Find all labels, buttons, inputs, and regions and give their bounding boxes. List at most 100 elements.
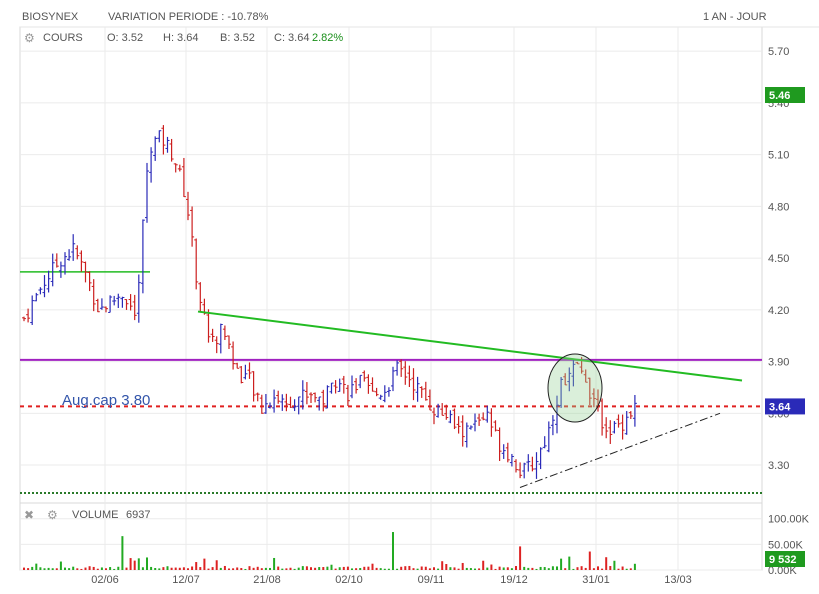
volume-bar (478, 568, 481, 570)
volume-bar (273, 557, 276, 570)
volume-bar (146, 557, 148, 570)
volume-bar (23, 567, 25, 570)
volume-bar (191, 566, 194, 570)
close-icon[interactable]: ✖ (24, 508, 35, 522)
volume-bar (150, 566, 153, 570)
volume-bar (351, 568, 353, 570)
gear-icon[interactable]: ⚙ (24, 31, 35, 45)
volume-bar (482, 560, 485, 570)
volume-bar (211, 567, 214, 570)
volume-bar (109, 567, 112, 570)
volume-bar (527, 567, 530, 570)
price-tick-label: 5.10 (768, 150, 789, 162)
volume-bar (523, 566, 526, 570)
volume-bar (519, 546, 522, 570)
volume-bar (100, 567, 103, 570)
low-value: B: 3.52 (220, 32, 255, 44)
x-tick-label: 31/01 (582, 574, 610, 586)
volume-bar (125, 567, 128, 570)
volume-bar (76, 568, 79, 570)
last-volume-tag-bg (765, 551, 805, 567)
price-tick-label: 4.80 (768, 201, 789, 213)
volume-bar (461, 562, 464, 570)
volume-bar (174, 567, 177, 570)
volume-bar (215, 560, 218, 570)
volume-bar (400, 566, 403, 570)
last-price-tag: 3.64 (769, 401, 791, 413)
grid-lines (20, 27, 762, 571)
volume-bar (59, 561, 62, 570)
volume-bar (154, 568, 157, 570)
volume-bar (314, 567, 317, 570)
volume-bar (379, 568, 382, 570)
volume-bar (72, 566, 75, 570)
cap-annotation: Aug.cap 3.80 (62, 392, 150, 409)
volume-bar (490, 564, 493, 570)
volume-bar (375, 567, 378, 570)
volume-bar (556, 566, 558, 570)
volume-bar (203, 558, 206, 570)
volume-bar (170, 567, 173, 570)
period-label[interactable]: 1 AN - JOUR (703, 11, 767, 23)
volume-value: 6937 (126, 509, 151, 521)
volume-bar (629, 568, 632, 570)
volume-bar (244, 568, 247, 570)
volume-bar (199, 567, 202, 570)
volume-bar (420, 566, 423, 570)
plot-border (19, 26, 763, 571)
gear-icon[interactable]: ⚙ (47, 508, 58, 522)
volume-bar (141, 567, 144, 570)
volume-bar (187, 568, 189, 570)
volume-bar (301, 566, 304, 570)
volume-bar (416, 568, 419, 570)
volume-bar (27, 568, 30, 570)
volume-bar (363, 566, 366, 570)
volume-bar (474, 568, 476, 570)
reference-lines (20, 271, 762, 494)
volume-bar (572, 568, 575, 570)
last-price-tag-bg (765, 398, 805, 415)
volume-bar (117, 566, 120, 570)
price-tick-label: 4.50 (768, 253, 789, 265)
volume-bar (195, 562, 198, 570)
volume-bar (531, 567, 534, 570)
volume-bar (601, 568, 604, 570)
volume-bar (322, 567, 325, 570)
volume-bar (310, 567, 312, 570)
volume-bar (621, 566, 624, 570)
volume-bar (121, 536, 124, 570)
volume-bar (326, 566, 329, 570)
volume-bar (498, 566, 501, 570)
volume-bar (166, 566, 169, 570)
volume-bar (281, 568, 284, 570)
volume-bar (113, 568, 116, 570)
volume-bar (64, 567, 66, 570)
volume-bar (560, 558, 563, 570)
x-tick-label: 02/10 (335, 574, 363, 586)
volume-bar (43, 568, 46, 570)
volume-bar (92, 566, 95, 570)
volume-bar (535, 568, 538, 570)
volume-bar (355, 568, 358, 570)
volume-bar (35, 563, 38, 570)
volume-bar (252, 567, 255, 570)
ascending-trendline (519, 412, 721, 488)
volume-bar (240, 568, 243, 570)
volume-bar (539, 566, 542, 570)
volume-bar (588, 551, 591, 570)
volume-bar (264, 567, 267, 570)
volume-bar (486, 567, 489, 570)
volume-panel-label: VOLUME (72, 509, 119, 521)
volume-bar (428, 568, 431, 570)
volume-bar (584, 567, 587, 570)
volume-bar (31, 566, 34, 570)
highlight-ellipse (547, 353, 603, 423)
volume-bar (371, 563, 374, 570)
volume-bar (506, 567, 509, 570)
volume-bar (129, 558, 132, 570)
date-axis-ticks: 02/06 12/07 21/08 02/10 09/11 19/12 31/01 13/03 (91, 574, 692, 586)
price-bars (22, 125, 637, 479)
volume-bar (96, 568, 99, 570)
volume-bar (248, 566, 251, 570)
